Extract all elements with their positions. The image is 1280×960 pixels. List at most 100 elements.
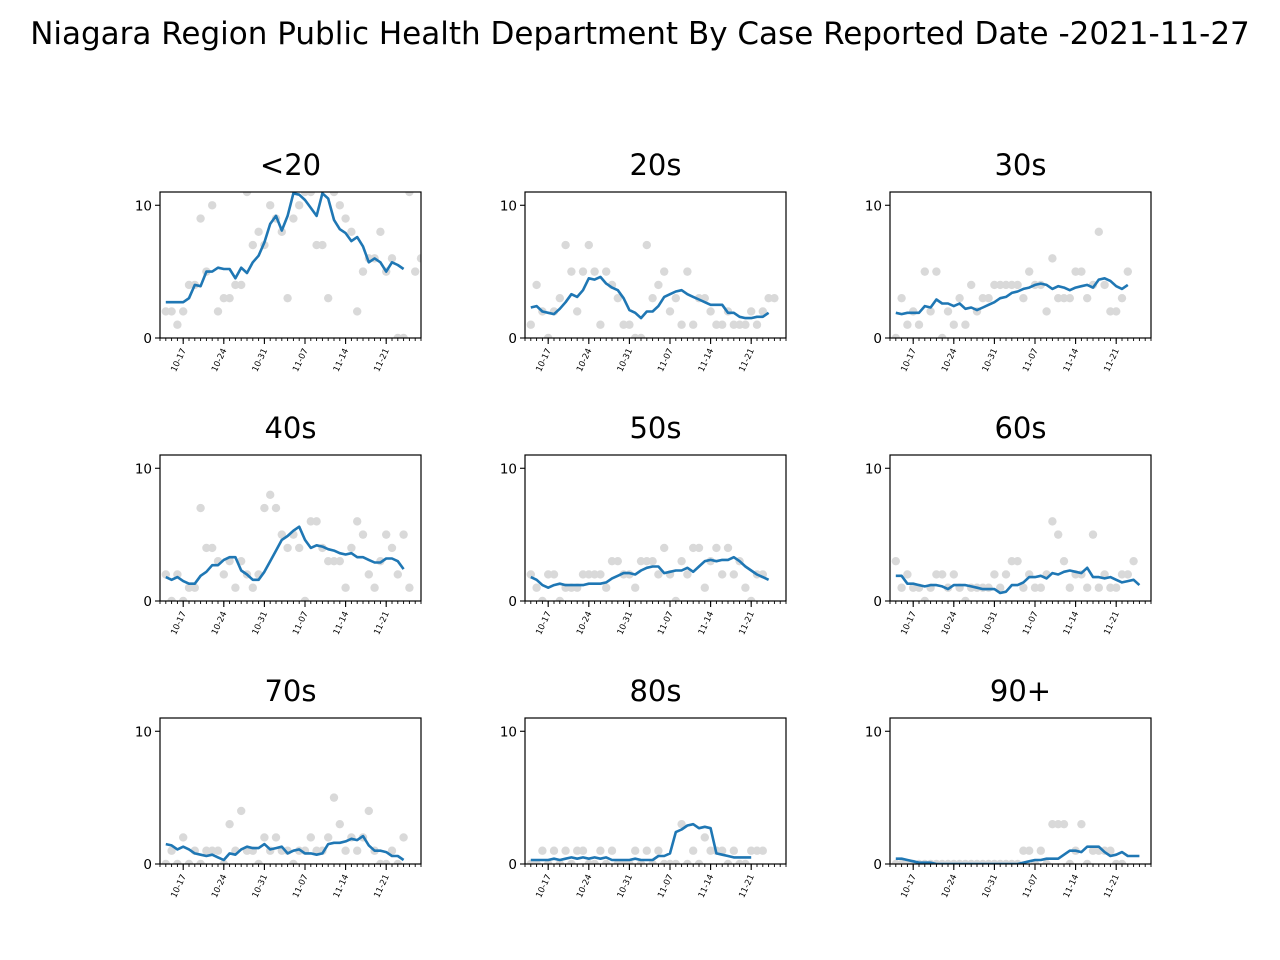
daily-case-point: [671, 596, 680, 601]
daily-case-point: [549, 570, 559, 579]
daily-case-point: [405, 583, 414, 592]
daily-case-point: [1094, 227, 1104, 237]
y-tick-label: 10: [135, 461, 152, 477]
daily-case-point: [532, 280, 541, 290]
daily-case-point: [578, 570, 588, 579]
axes-frame: [524, 454, 787, 602]
x-tick-label: 10-31: [616, 873, 636, 900]
y-tick-label: 10: [135, 198, 152, 214]
daily-case-point: [300, 596, 310, 601]
daily-case-point: [619, 320, 628, 329]
x-tick-label: 11-14: [697, 873, 717, 900]
daily-case-point: [538, 596, 547, 601]
daily-case-point: [712, 543, 721, 553]
daily-case-point: [532, 583, 541, 592]
daily-case-point: [1106, 583, 1115, 592]
daily-case-point: [596, 570, 605, 579]
daily-case-point: [1129, 556, 1138, 566]
daily-case-point: [747, 307, 756, 316]
daily-case-point: [584, 570, 593, 579]
daily-case-point: [341, 583, 350, 592]
daily-case-point: [735, 320, 744, 329]
y-tick-label: 10: [865, 198, 882, 214]
panel: 70s 0 10 10-17 10-24 10-31 11-07 11-14 11-21: [135, 674, 422, 900]
daily-case-point: [295, 201, 304, 210]
daily-case-point: [416, 254, 421, 263]
daily-case-point: [1059, 819, 1069, 829]
daily-case-point: [665, 307, 675, 316]
x-tick-label: 10-31: [251, 610, 271, 637]
daily-case-point: [179, 307, 188, 316]
daily-case-point: [642, 846, 651, 855]
x-tick-label: 10-17: [899, 873, 919, 900]
daily-case-point: [636, 556, 646, 566]
daily-case-point: [607, 846, 617, 855]
daily-case-point: [254, 859, 263, 864]
daily-case-point: [1042, 307, 1051, 316]
daily-case-point: [897, 583, 906, 592]
daily-case-point: [642, 556, 651, 566]
daily-case-point: [1001, 570, 1011, 579]
daily-case-point: [897, 293, 906, 303]
daily-case-point: [312, 846, 321, 855]
daily-case-point: [764, 293, 773, 303]
daily-case-point: [1019, 846, 1028, 855]
daily-case-point: [602, 583, 611, 592]
daily-case-point: [613, 293, 622, 303]
daily-case-point: [271, 503, 281, 513]
daily-case-point: [596, 846, 605, 855]
daily-case-point: [399, 530, 408, 539]
x-tick-label: 11-14: [1062, 610, 1082, 637]
x-tick-label: 10-24: [210, 347, 230, 374]
daily-case-point: [654, 846, 663, 855]
daily-case-point: [752, 846, 762, 855]
panel: 40s 0 10 10-17 10-24 10-31 11-07 11-14 11-21: [135, 411, 422, 637]
daily-case-point: [961, 596, 970, 601]
daily-case-point: [161, 859, 170, 864]
daily-case-point: [758, 846, 767, 855]
daily-case-point: [1013, 280, 1022, 290]
x-tick-label: 11-07: [291, 347, 311, 374]
daily-case-point: [660, 543, 669, 553]
y-tick-label: 0: [873, 594, 882, 610]
daily-case-point: [393, 859, 402, 864]
x-tick-label: 10-31: [616, 347, 636, 374]
daily-case-point: [167, 307, 176, 316]
daily-case-point: [1071, 267, 1080, 276]
x-tick-label: 10-17: [534, 873, 554, 900]
daily-case-point: [723, 543, 733, 553]
plot-area: [891, 227, 1133, 338]
daily-case-point: [1083, 859, 1092, 864]
daily-case-point: [306, 192, 315, 197]
daily-case-point: [353, 307, 362, 316]
daily-case-point: [219, 570, 228, 579]
x-tick-label: 10-17: [899, 347, 919, 374]
daily-case-point: [1036, 846, 1046, 855]
daily-case-point: [1007, 556, 1016, 566]
daily-case-point: [729, 320, 738, 329]
daily-case-point: [161, 570, 170, 579]
x-tick-label: 11-21: [737, 610, 757, 637]
x-tick-label: 11-21: [372, 873, 392, 900]
daily-case-point: [387, 254, 397, 263]
daily-case-point: [1083, 293, 1092, 303]
panel-title: 40s: [264, 411, 316, 445]
daily-case-point: [920, 596, 929, 601]
y-tick-label: 10: [135, 724, 152, 740]
daily-case-point: [573, 846, 582, 855]
daily-case-point: [903, 570, 912, 579]
panel: 30s 0 10 10-17 10-24 10-31 11-07 11-14 11-21: [865, 148, 1152, 374]
daily-case-point: [306, 833, 315, 842]
daily-case-point: [1025, 846, 1034, 855]
x-tick-label: 11-14: [1062, 873, 1082, 900]
daily-case-point: [549, 846, 559, 855]
y-tick-label: 0: [508, 857, 517, 873]
daily-case-point: [1054, 293, 1063, 303]
daily-case-point: [683, 859, 692, 864]
daily-case-point: [747, 846, 756, 855]
daily-case-point: [613, 556, 622, 566]
rolling-average-line: [165, 834, 405, 862]
x-tick-label: 11-14: [1062, 347, 1082, 374]
x-tick-label: 10-17: [534, 610, 554, 637]
daily-case-point: [1112, 307, 1121, 316]
